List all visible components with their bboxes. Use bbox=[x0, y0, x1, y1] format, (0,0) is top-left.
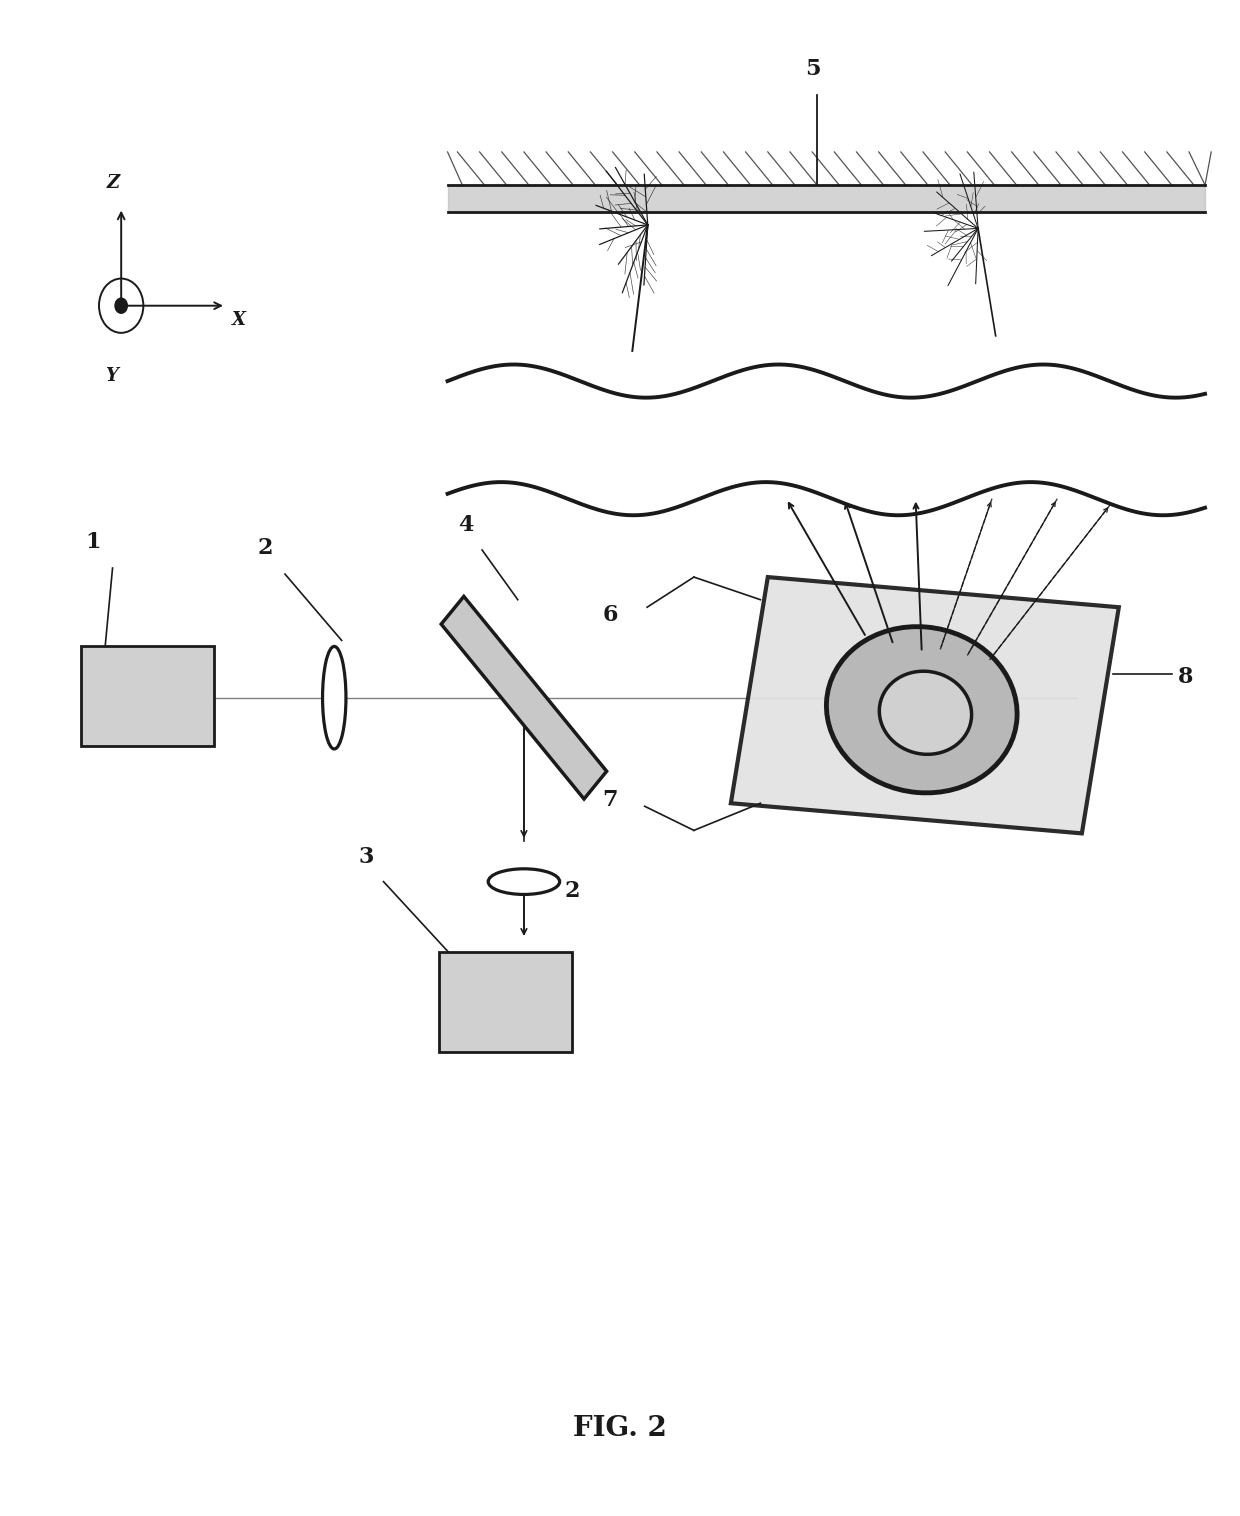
Bar bbox=[81, 646, 213, 746]
Text: Z: Z bbox=[107, 174, 119, 193]
Polygon shape bbox=[730, 578, 1118, 834]
Ellipse shape bbox=[879, 672, 972, 755]
Ellipse shape bbox=[322, 646, 346, 749]
Text: 6: 6 bbox=[603, 603, 618, 626]
Text: 8: 8 bbox=[1178, 666, 1193, 688]
Bar bbox=[439, 952, 572, 1052]
Polygon shape bbox=[441, 596, 606, 799]
Text: 1: 1 bbox=[86, 531, 100, 553]
Text: 3: 3 bbox=[358, 846, 374, 869]
Text: 4: 4 bbox=[459, 514, 474, 537]
Text: X: X bbox=[232, 311, 246, 329]
Circle shape bbox=[115, 299, 128, 314]
Text: 2: 2 bbox=[258, 537, 273, 559]
Ellipse shape bbox=[826, 626, 1017, 793]
Text: 7: 7 bbox=[603, 790, 618, 811]
Text: Y: Y bbox=[105, 367, 118, 385]
Text: 2: 2 bbox=[564, 879, 580, 902]
Text: 5: 5 bbox=[806, 58, 821, 79]
Ellipse shape bbox=[489, 869, 559, 894]
Text: FIG. 2: FIG. 2 bbox=[573, 1416, 667, 1442]
